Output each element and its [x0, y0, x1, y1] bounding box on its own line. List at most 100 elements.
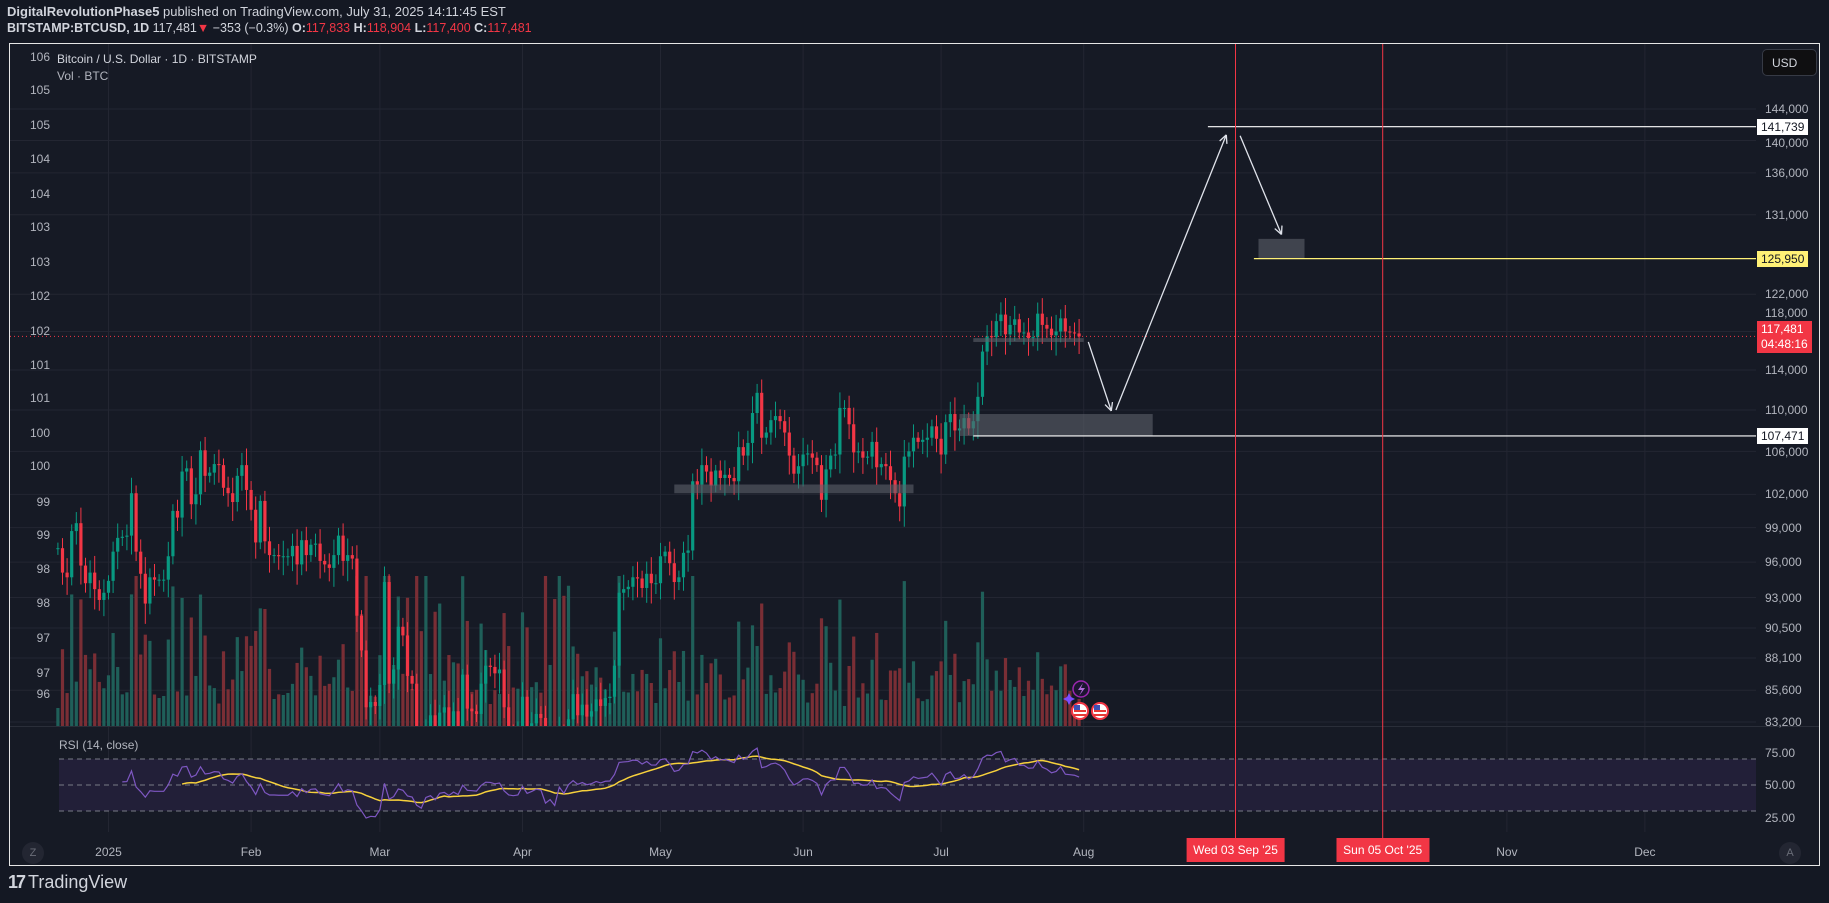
candle[interactable] [433, 715, 437, 752]
candle[interactable] [171, 510, 175, 557]
candle[interactable] [870, 441, 874, 457]
candle[interactable] [180, 471, 184, 518]
candle[interactable] [617, 592, 621, 666]
candle[interactable] [382, 582, 387, 685]
candle[interactable] [672, 563, 676, 583]
candle[interactable] [801, 454, 805, 467]
candle[interactable] [852, 424, 856, 453]
candle[interactable] [741, 447, 745, 456]
candle[interactable] [530, 723, 534, 731]
candle[interactable] [516, 731, 519, 734]
candle[interactable] [148, 577, 152, 604]
candle[interactable] [585, 704, 589, 717]
candle[interactable] [300, 540, 304, 565]
candle[interactable] [539, 713, 543, 718]
candle[interactable] [645, 573, 649, 588]
candle[interactable] [396, 626, 400, 670]
candle[interactable] [1040, 313, 1044, 325]
candle[interactable] [479, 683, 483, 714]
candle[interactable] [272, 555, 276, 557]
candle[interactable] [346, 555, 350, 561]
candle[interactable] [175, 510, 180, 518]
candle[interactable] [806, 453, 810, 455]
candle[interactable] [980, 351, 985, 397]
candle[interactable] [626, 586, 630, 590]
candle[interactable] [332, 555, 336, 568]
zoom-button[interactable]: Z [22, 842, 44, 864]
candle[interactable] [810, 453, 814, 458]
candle[interactable] [70, 531, 74, 578]
candle[interactable] [244, 465, 249, 490]
candle[interactable] [953, 414, 957, 431]
candle[interactable] [902, 456, 906, 507]
candle[interactable] [994, 321, 998, 338]
candle[interactable] [778, 416, 782, 422]
candle[interactable] [525, 696, 529, 732]
candle[interactable] [520, 696, 525, 732]
candle[interactable] [74, 523, 78, 532]
candle[interactable] [1017, 319, 1021, 333]
candle[interactable] [580, 704, 584, 716]
candle[interactable] [875, 441, 879, 468]
candle[interactable] [139, 551, 143, 574]
candle[interactable] [350, 555, 354, 559]
candle[interactable] [364, 650, 368, 708]
candle[interactable] [125, 535, 129, 537]
candle[interactable] [750, 413, 755, 443]
candle[interactable] [97, 589, 101, 600]
candle[interactable] [700, 465, 704, 485]
candle[interactable] [401, 626, 405, 636]
candle[interactable] [916, 437, 920, 442]
lightning-event-icon[interactable] [1072, 680, 1090, 698]
candle[interactable] [143, 573, 147, 604]
zone-rectangle[interactable] [959, 414, 1153, 436]
candle[interactable] [879, 464, 883, 468]
candle[interactable] [990, 336, 994, 338]
candle[interactable] [438, 712, 442, 752]
candle[interactable] [1031, 337, 1035, 339]
candle[interactable] [378, 684, 382, 706]
arrow-drawing[interactable] [1239, 135, 1283, 236]
candle[interactable] [842, 407, 847, 409]
candle[interactable] [447, 707, 451, 730]
candle[interactable] [488, 665, 492, 667]
candle[interactable] [502, 669, 506, 708]
candle[interactable] [162, 579, 166, 581]
candle[interactable] [723, 474, 727, 479]
candle[interactable] [249, 489, 253, 510]
candle[interactable] [833, 454, 837, 456]
candle[interactable] [709, 471, 713, 486]
candle[interactable] [60, 548, 65, 573]
candle[interactable] [976, 396, 980, 422]
candle[interactable] [327, 564, 331, 568]
candle[interactable] [470, 708, 474, 712]
candle[interactable] [787, 432, 791, 456]
candle[interactable] [512, 730, 515, 734]
candle[interactable] [985, 336, 989, 352]
us-flag-event-icon[interactable] [1091, 702, 1109, 720]
us-flag-event-icon[interactable] [1071, 702, 1089, 720]
candle[interactable] [318, 543, 322, 561]
tradingview-logo[interactable]: 17 TradingView [8, 872, 127, 893]
candle[interactable] [359, 615, 364, 651]
candle[interactable] [258, 500, 262, 543]
candle[interactable] [668, 551, 672, 564]
candle[interactable] [612, 665, 617, 697]
candle[interactable] [189, 468, 193, 505]
candle[interactable] [1077, 333, 1081, 337]
candle[interactable] [1054, 331, 1058, 336]
candle[interactable] [451, 711, 456, 730]
candle[interactable] [654, 583, 658, 585]
candle[interactable] [727, 474, 732, 479]
candle[interactable] [1049, 328, 1054, 336]
candle[interactable] [226, 487, 230, 494]
candle[interactable] [129, 493, 134, 536]
candle[interactable] [93, 572, 97, 590]
candle[interactable] [718, 470, 722, 479]
candle[interactable] [691, 481, 695, 551]
candle[interactable] [608, 696, 612, 699]
candle[interactable] [369, 702, 373, 708]
publisher-name[interactable]: DigitalRevolutionPhase5 [7, 4, 160, 19]
candle[interactable] [254, 509, 258, 543]
